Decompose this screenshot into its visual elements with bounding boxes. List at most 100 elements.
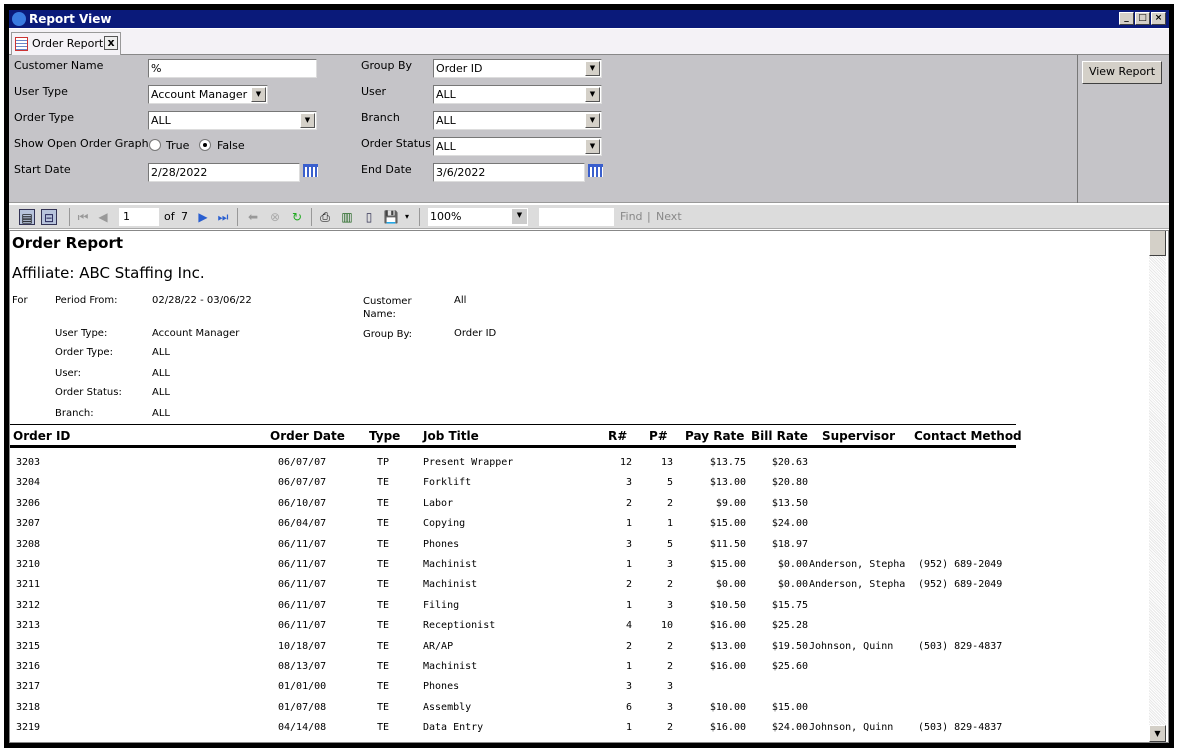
cell-order-id: 3219	[16, 722, 41, 734]
cell-type: TE	[377, 538, 390, 550]
user-select[interactable]: ALL ▼	[433, 85, 602, 104]
cell-type: TP	[377, 457, 390, 468]
cell-pay-rate: $15.00	[709, 518, 746, 530]
cell-job-title: Filing	[423, 599, 460, 611]
start-date-input[interactable]: 2/28/2022	[148, 163, 300, 182]
column-header[interactable]: P#	[649, 429, 668, 443]
column-header[interactable]: Bill Rate	[751, 429, 808, 443]
cell-r-: 1	[625, 599, 632, 611]
cell-pay-rate: $16.00	[709, 620, 746, 632]
chevron-down-icon[interactable]: ▾	[404, 212, 409, 221]
graph-false-radio[interactable]	[199, 139, 211, 151]
group-by-value: Order ID	[436, 62, 483, 75]
chevron-down-icon: ▼	[251, 87, 266, 102]
first-page-icon[interactable]: ⏮	[77, 210, 89, 224]
cell-p-: 3	[666, 701, 673, 713]
cell-bill-rate: $13.50	[771, 497, 808, 509]
branch-select[interactable]: ALL ▼	[433, 111, 602, 130]
column-header[interactable]: Order ID	[13, 429, 71, 443]
customer-name-input[interactable]: %	[148, 59, 317, 78]
view-report-button[interactable]: View Report	[1082, 61, 1162, 84]
column-header[interactable]: Order Date	[270, 429, 345, 443]
last-page-icon[interactable]: ⏭	[217, 210, 229, 224]
divider	[69, 208, 70, 226]
criteria-label: Group By:	[363, 329, 413, 340]
criteria-value: ALL	[152, 408, 170, 419]
find-button[interactable]: Find	[620, 210, 643, 223]
title-bar: Report View _ □ ×	[9, 10, 1169, 28]
cell-order-id: 3218	[16, 701, 41, 713]
calendar-icon[interactable]	[588, 164, 603, 177]
cell-pay-rate: $15.00	[709, 559, 746, 570]
user-type-select[interactable]: Account Manager ▼	[148, 85, 268, 104]
cell-order-date: 06/11/07	[278, 559, 327, 570]
next-button[interactable]: Next	[656, 210, 682, 223]
cell-pay-rate: $11.50	[709, 538, 746, 550]
cell-type: TE	[377, 620, 390, 632]
chevron-down-icon: ▼	[585, 139, 600, 154]
document-map-icon[interactable]: ▤	[19, 209, 35, 225]
window-title: Report View	[29, 12, 112, 26]
page-setup-icon[interactable]: ▯	[365, 210, 373, 224]
report-body: Order Report Affiliate: ABC Staffing Inc…	[9, 230, 1169, 743]
cell-supervisor: Johnson, Quinn	[809, 640, 894, 652]
find-input[interactable]	[539, 208, 614, 226]
close-button[interactable]: ×	[1151, 12, 1166, 25]
parameters-panel: Customer Name % User Type Account Manage…	[9, 55, 1169, 203]
print-icon[interactable]: ⎙	[320, 210, 330, 224]
stop-icon[interactable]: ⊗	[269, 210, 281, 224]
cell-job-title: Forklift	[423, 477, 472, 489]
cell-pay-rate: $10.00	[709, 701, 746, 713]
previous-page-icon[interactable]: ◀	[98, 210, 108, 224]
cell-supervisor: Anderson, Stepha	[809, 559, 906, 570]
user-value: ALL	[436, 88, 456, 101]
cell-order-id: 3217	[16, 681, 41, 693]
zoom-select[interactable]: 100% ▼	[428, 208, 528, 226]
parameters-icon[interactable]: ⊟	[41, 209, 57, 225]
end-date-input[interactable]: 3/6/2022	[433, 163, 585, 182]
app-logo-icon	[12, 12, 26, 26]
cell-order-date: 06/04/07	[278, 518, 327, 530]
cell-p-: 5	[666, 477, 673, 489]
cell-order-date: 06/10/07	[278, 497, 327, 509]
column-header[interactable]: Pay Rate	[685, 429, 745, 443]
chevron-down-icon: ▼	[512, 209, 527, 224]
column-header[interactable]: Contact Method	[914, 429, 1022, 443]
print-layout-icon[interactable]: ▥	[341, 210, 353, 224]
scroll-thumb[interactable]	[1149, 231, 1166, 256]
next-page-icon[interactable]: ▶	[198, 210, 208, 224]
cell-order-date: 06/11/07	[278, 538, 327, 550]
cell-job-title: Phones	[423, 681, 460, 693]
page-number-input[interactable]: 1	[119, 208, 159, 226]
cell-job-title: AR/AP	[423, 640, 454, 652]
cell-r-: 3	[625, 538, 632, 550]
for-label: For	[12, 295, 28, 306]
maximize-button[interactable]: □	[1135, 12, 1150, 25]
cell-job-title: Data Entry	[423, 722, 484, 734]
vertical-scrollbar[interactable]: ▲ ▼	[1149, 231, 1166, 742]
cell-contact-method: (503) 829-4837	[918, 722, 1003, 734]
cell-p-: 10	[660, 620, 673, 632]
column-header[interactable]: Job Title	[423, 429, 479, 443]
cell-bill-rate: $19.50	[771, 640, 808, 652]
order-status-value: ALL	[436, 140, 456, 153]
tab-close-icon[interactable]: x	[104, 36, 118, 50]
cell-bill-rate: $15.00	[771, 701, 808, 713]
column-header[interactable]: R#	[608, 429, 628, 443]
cell-order-date: 06/11/07	[278, 620, 327, 632]
column-header[interactable]: Supervisor	[822, 429, 896, 443]
save-export-icon[interactable]: 💾	[383, 210, 399, 224]
order-status-select[interactable]: ALL ▼	[433, 137, 602, 156]
minimize-button[interactable]: _	[1119, 12, 1134, 25]
tab-order-report[interactable]: Order Report x	[11, 32, 121, 55]
column-header[interactable]: Type	[369, 429, 401, 443]
group-by-select[interactable]: Order ID ▼	[433, 59, 602, 78]
back-icon[interactable]: ⬅	[247, 210, 259, 224]
refresh-icon[interactable]: ↻	[291, 210, 303, 224]
order-type-select[interactable]: ALL ▼	[148, 111, 317, 130]
cell-order-date: 01/07/08	[278, 701, 327, 713]
calendar-icon[interactable]	[303, 164, 318, 177]
cell-p-: 3	[666, 559, 673, 570]
graph-true-radio[interactable]	[149, 139, 161, 151]
scroll-down-icon[interactable]: ▼	[1149, 725, 1166, 742]
